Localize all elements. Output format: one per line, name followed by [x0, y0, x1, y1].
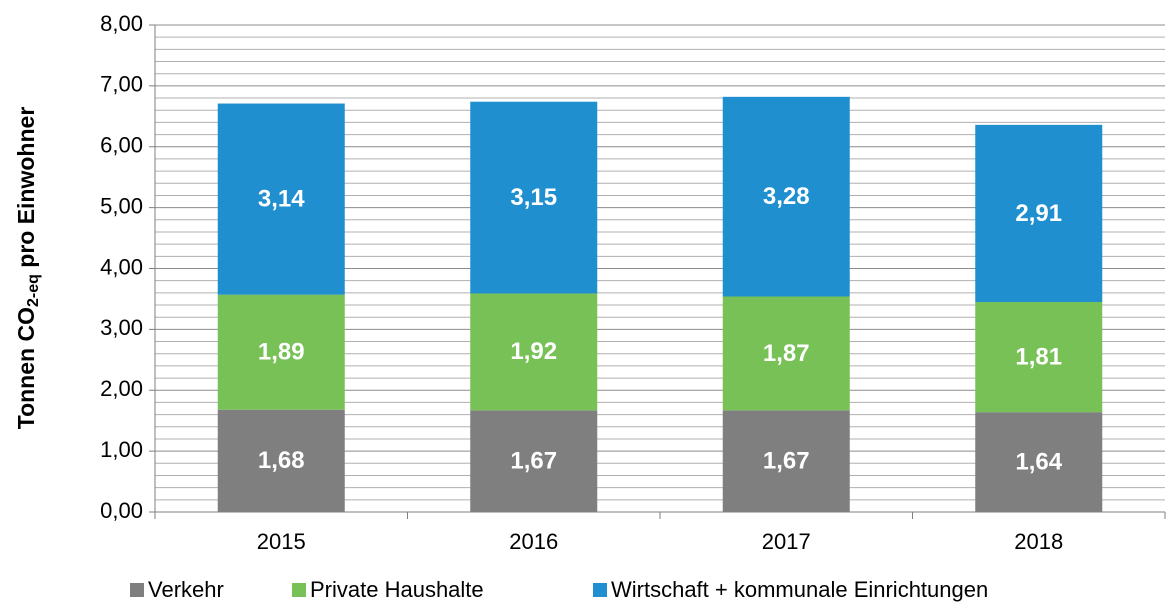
legend-label: Verkehr [148, 577, 224, 602]
x-tick-label: 2015 [257, 529, 306, 554]
y-axis-label: Tonnen CO2-eq pro Einwohner [13, 107, 42, 430]
y-label-subscript: 2-eq [25, 274, 42, 307]
x-tick-label: 2016 [509, 529, 558, 554]
bar-segment [975, 412, 1103, 512]
data-label: 1,64 [1015, 448, 1062, 475]
bar-segment [470, 101, 598, 294]
data-label: 3,14 [258, 185, 305, 212]
y-tick-label: 6,00 [100, 133, 143, 158]
y-tick-label: 4,00 [100, 254, 143, 279]
legend-swatch [130, 583, 144, 597]
data-label: 1,68 [258, 447, 305, 474]
bar-segment [470, 410, 598, 512]
data-label: 1,87 [763, 340, 810, 367]
bar-segment [217, 103, 345, 295]
y-tick-label: 1,00 [100, 437, 143, 462]
y-tick-label: 7,00 [100, 72, 143, 97]
bar-segment [722, 96, 850, 297]
data-label: 1,92 [510, 338, 557, 365]
data-label: 1,67 [510, 448, 557, 475]
bar-segment [722, 410, 850, 512]
y-tick-label: 0,00 [100, 498, 143, 523]
bar-segment [470, 293, 598, 411]
legend-swatch [292, 583, 306, 597]
bar-segment [975, 124, 1103, 302]
data-label: 1,89 [258, 339, 305, 366]
y-label-part: pro Einwohner [13, 107, 39, 268]
bar-segment [217, 294, 345, 410]
bar-segment [217, 409, 345, 512]
bar-segment [975, 301, 1103, 413]
legend-swatch [593, 583, 607, 597]
y-tick-label: 5,00 [100, 193, 143, 218]
x-tick-label: 2018 [1014, 529, 1063, 554]
y-tick-label: 8,00 [100, 11, 143, 36]
x-tick-label: 2017 [762, 529, 811, 554]
bar-segment [722, 296, 850, 411]
data-label: 1,67 [763, 448, 810, 475]
y-tick-label: 2,00 [100, 376, 143, 401]
y-tick-label: 3,00 [100, 315, 143, 340]
data-label: 2,91 [1015, 200, 1062, 227]
legend-label: Private Haushalte [310, 577, 484, 602]
legend-label: Wirtschaft + kommunale Einrichtungen [611, 577, 988, 602]
data-label: 3,28 [763, 183, 810, 210]
y-label-part: Tonnen CO [13, 307, 39, 429]
data-label: 3,15 [510, 184, 557, 211]
data-label: 1,81 [1015, 343, 1062, 370]
